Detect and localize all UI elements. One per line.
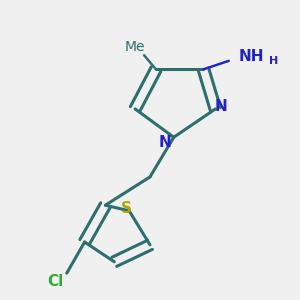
Text: NH: NH bbox=[238, 49, 264, 64]
Text: H: H bbox=[269, 56, 278, 66]
Text: N: N bbox=[215, 99, 228, 114]
Text: Cl: Cl bbox=[47, 274, 63, 289]
Text: N: N bbox=[158, 135, 171, 150]
Text: S: S bbox=[121, 200, 132, 215]
Text: Me: Me bbox=[125, 40, 146, 54]
